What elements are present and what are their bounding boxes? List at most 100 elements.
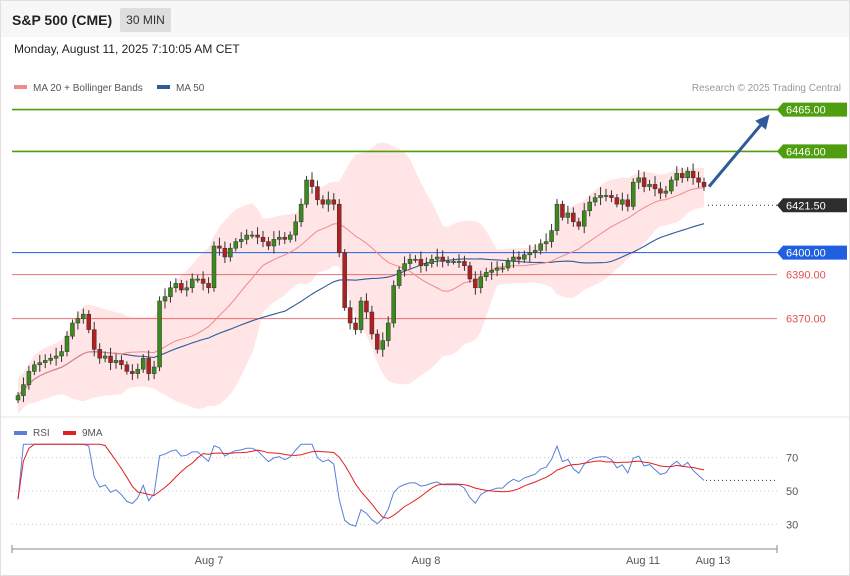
candle-body [75,318,81,324]
candle-body [59,351,64,357]
ma20-line [17,187,705,396]
rsi-tick-label: 30 [786,519,798,531]
candle-body [391,285,396,324]
candle-body [636,177,641,183]
rsi-line [17,443,705,527]
candle-body [113,360,119,363]
legend-ma20-label: MA 20 + Bollinger Bands [33,83,143,94]
candle-body [674,173,680,181]
candle-body [81,313,86,319]
legend-swatch-rsi [14,431,27,435]
candle-body [543,241,549,245]
candle-body [162,296,168,302]
candlesticks [15,163,707,404]
legend-swatch-ma50 [157,85,170,89]
candle-body [135,368,141,374]
candle-body [625,199,631,207]
candle-body [554,203,560,231]
candle-body [576,221,582,227]
candle-body [549,230,554,242]
timeframe-badge[interactable]: 30 MIN [120,8,171,32]
candle-body [26,371,32,385]
candle-body [532,250,538,253]
candle-body [500,267,505,270]
level-label-1: 6446.00 [786,146,826,158]
candle-body [364,300,369,313]
candle-body [200,278,206,284]
bollinger-band [18,142,704,414]
candle-body [652,184,658,190]
candle-body [151,366,157,374]
candle-body [293,221,298,236]
candle-body [91,329,97,350]
candle-body [418,258,424,267]
candle-body [527,252,533,256]
candle-body [86,313,92,330]
ma50-line [17,223,705,396]
candle-body [385,322,391,341]
candle-body [456,261,462,263]
x-tick-label: Aug 11 [626,555,660,567]
candle-body [173,283,179,289]
candle-body [380,340,386,350]
candle-body [658,188,663,194]
forecast-arrow [707,114,770,188]
level-label-5: 6370.00 [786,314,826,326]
candle-body [592,197,598,203]
candle-body [347,307,353,324]
candle-body [42,360,48,363]
candle-body [451,261,456,263]
candle-body [353,322,358,330]
candle-body [309,179,315,187]
candle-body [407,258,413,264]
candle-body [108,355,113,363]
candle-body [249,234,255,237]
candle-body [581,210,587,227]
candle-body [396,269,402,286]
candle-body [429,258,435,264]
candle-body [206,283,211,289]
candle-body [238,239,244,242]
candle-body [489,269,494,273]
level-label-0: 6465.00 [786,105,826,117]
legend-9ma-label: 9MA [82,428,103,439]
candle-body [690,170,696,179]
candle-body [598,195,603,198]
rsi-tick-label: 50 [786,486,798,498]
candle-body [157,300,162,368]
candle-body [342,252,347,308]
candle-body [97,349,102,359]
candle-body [244,234,249,240]
candle-body [287,234,293,240]
candle-body [315,186,320,201]
candle-body [32,364,37,372]
legend-swatch-9ma [63,431,76,435]
candle-body [304,179,309,205]
header-bar: S&P 500 (CME) 30 MIN [1,1,849,37]
price-level-labels: 6465.00 6446.00 6421.50 6400.00 6390.00 6370.… [777,102,847,326]
candle-body [211,245,217,289]
forecast-arrow-head [755,114,770,130]
rsi-9ma-line [17,443,705,519]
instrument-title: S&P 500 (CME) [12,12,113,28]
candle-body [130,371,135,374]
candle-body [320,199,326,205]
level-tag-0 [777,102,847,117]
candle-body [358,300,364,330]
candle-body [217,245,222,249]
candle-body [48,357,53,361]
candle-body [298,203,304,223]
candle-body [511,256,516,262]
x-tick-label: Aug 7 [195,555,224,567]
candle-body [140,357,146,370]
level-label-2: 6421.50 [786,200,826,212]
candle-body [375,333,380,350]
candle-body [64,335,70,352]
candle-body [560,203,565,218]
candle-body [228,247,233,258]
forecast-arrow-shaft [707,116,769,188]
candle-body [663,190,669,194]
candle-body [179,283,184,291]
rsi-panel: 70 50 30 [12,443,798,531]
legend-ma50-label: MA 50 [176,83,205,94]
